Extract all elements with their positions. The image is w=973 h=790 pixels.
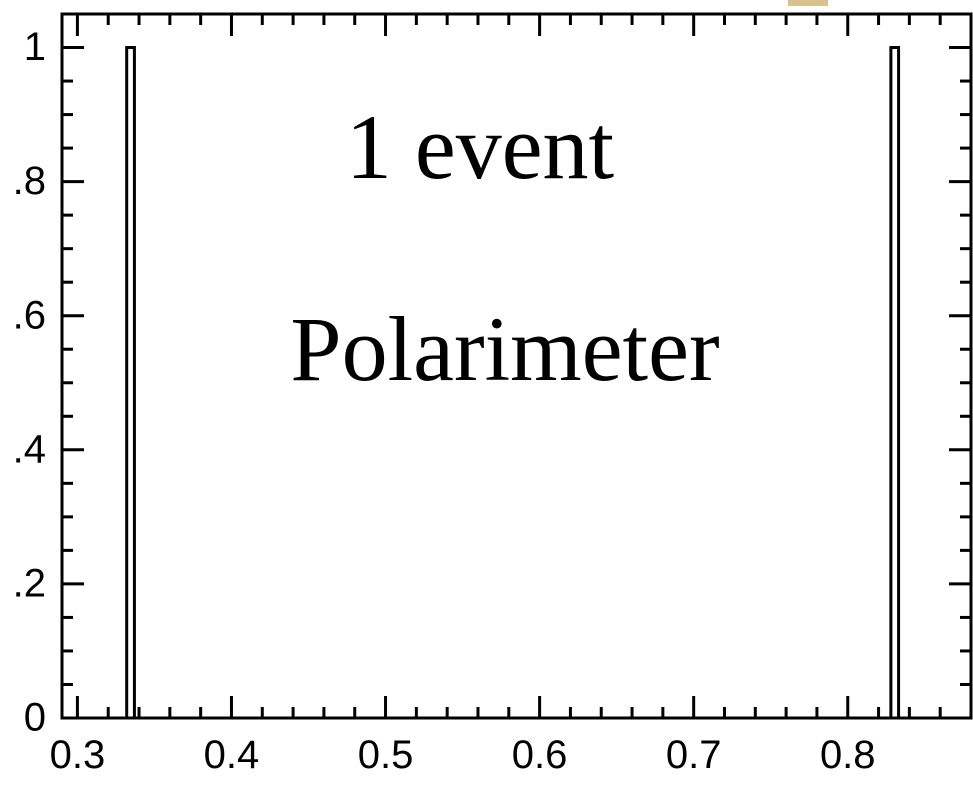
image-fragment: [788, 0, 828, 6]
x-tick-label: 0.5: [358, 733, 414, 777]
x-tick-label: 0.3: [50, 733, 106, 777]
bar: [125, 46, 136, 720]
y-tick-label: .2: [13, 561, 46, 605]
y-tick-label: 1: [24, 25, 46, 69]
annotation: Polarimeter: [290, 298, 719, 400]
y-tick-label: .6: [13, 293, 46, 337]
annotation: 1 event: [346, 96, 615, 198]
y-tick-label: 0: [24, 696, 46, 740]
y-tick-label: .8: [13, 159, 46, 203]
plot-frame: [60, 12, 973, 720]
x-tick-label: 0.4: [204, 733, 260, 777]
bar: [889, 46, 901, 720]
x-tick-label: 0.8: [820, 733, 876, 777]
y-tick-label: .4: [13, 427, 46, 471]
x-tick-label: 0.7: [666, 733, 722, 777]
x-tick-label: 0.6: [512, 733, 568, 777]
